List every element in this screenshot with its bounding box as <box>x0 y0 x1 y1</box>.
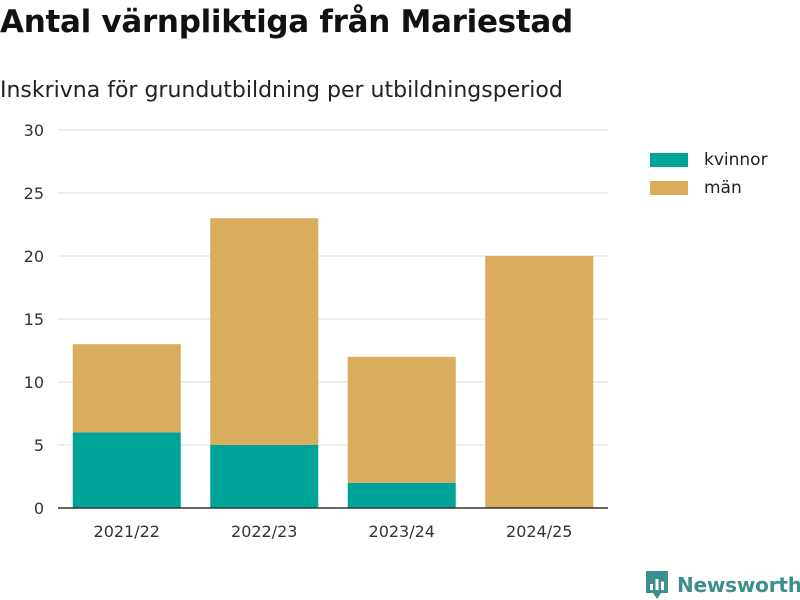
bar-kvinnor-1 <box>210 445 319 508</box>
legend-item-man: män <box>650 174 768 202</box>
bar-man-0 <box>72 344 181 433</box>
x-tick-label: 2024/25 <box>506 522 572 541</box>
y-tick-label: 25 <box>24 184 44 203</box>
legend-swatch-man <box>650 181 688 195</box>
y-tick-label: 5 <box>34 436 44 455</box>
legend-swatch-kvinnor <box>650 153 688 167</box>
bar-kvinnor-0 <box>72 432 181 508</box>
y-tick-label: 30 <box>24 121 44 140</box>
y-tick-label: 15 <box>24 310 44 329</box>
legend-item-kvinnor: kvinnor <box>650 146 768 174</box>
legend-label-kvinnor: kvinnor <box>704 150 768 170</box>
brand-name: Newsworthy <box>677 573 800 597</box>
x-tick-label: 2021/22 <box>94 522 160 541</box>
chart-subtitle: Inskrivna för grundutbildning per utbild… <box>0 78 563 103</box>
bar-man-2 <box>347 356 456 483</box>
newsworthy-logo-icon <box>646 571 668 599</box>
legend: kvinnor män <box>650 146 768 202</box>
y-tick-label: 0 <box>34 499 44 518</box>
bar-kvinnor-2 <box>347 482 456 508</box>
bar-man-3 <box>485 256 594 508</box>
brand[interactable]: Newsworthy <box>644 570 800 600</box>
y-tick-label: 20 <box>24 247 44 266</box>
chart-title: Antal värnpliktiga från Mariestad <box>0 4 573 40</box>
y-tick-label: 10 <box>24 373 44 392</box>
x-tick-label: 2022/23 <box>231 522 297 541</box>
bar-man-1 <box>210 218 319 445</box>
x-tick-label: 2023/24 <box>369 522 435 541</box>
legend-label-man: män <box>704 178 742 198</box>
